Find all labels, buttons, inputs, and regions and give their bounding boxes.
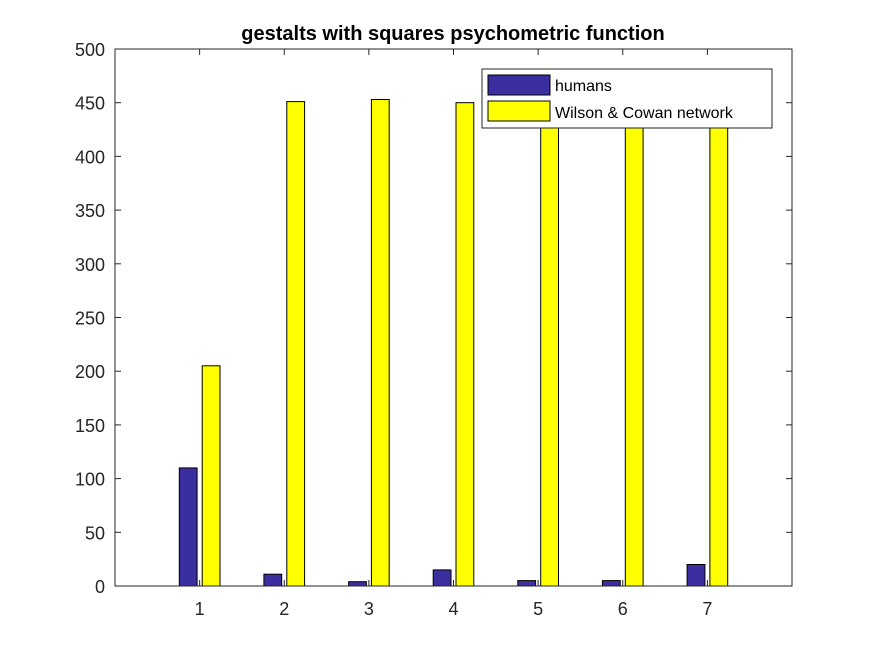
bar-wilson-cowan-1 xyxy=(201,365,221,587)
bar-humans-6 xyxy=(601,580,621,587)
legend-label-wilson-cowan: Wilson & Cowan network xyxy=(555,105,734,122)
bar-wilson-cowan-3 xyxy=(370,99,390,587)
bar-humans-4 xyxy=(432,569,452,587)
x-tick-label: 1 xyxy=(195,599,205,619)
bars-layer xyxy=(178,99,729,587)
x-tick-label: 3 xyxy=(364,599,374,619)
bar-wilson-cowan-2 xyxy=(286,101,306,587)
bar-wilson-cowan-5 xyxy=(540,102,560,587)
y-tick-label: 350 xyxy=(75,201,105,221)
y-tick-label: 150 xyxy=(75,416,105,436)
y-tick-label: 500 xyxy=(75,40,105,60)
x-tick-label: 2 xyxy=(279,599,289,619)
bar-humans-1 xyxy=(178,467,198,587)
x-tick-label: 5 xyxy=(533,599,543,619)
bar-humans-2 xyxy=(263,573,283,587)
bar-humans-7 xyxy=(686,564,706,587)
y-tick-label: 300 xyxy=(75,255,105,275)
x-tick-label: 6 xyxy=(618,599,628,619)
bar-wilson-cowan-7 xyxy=(709,102,729,587)
chart-title: gestalts with squares psychometric funct… xyxy=(241,23,664,45)
bar-humans-5 xyxy=(517,580,537,587)
x-tick-label: 4 xyxy=(448,599,458,619)
legend: humans Wilson & Cowan network xyxy=(481,68,773,129)
legend-swatch-humans xyxy=(487,74,551,96)
y-tick-label: 450 xyxy=(75,94,105,114)
legend-swatch-wilson-cowan xyxy=(487,100,551,122)
y-tick-label: 50 xyxy=(85,523,105,543)
bar-wilson-cowan-4 xyxy=(455,102,475,587)
ticks-layer: 1 2 3 4 5 6 7 0 50 100 150 200 250 300 350 400 450 500 xyxy=(75,40,792,619)
bar-humans-3 xyxy=(348,581,367,587)
y-tick-label: 250 xyxy=(75,309,105,329)
y-tick-label: 400 xyxy=(75,147,105,167)
y-tick-label: 100 xyxy=(75,470,105,490)
legend-label-humans: humans xyxy=(555,78,612,95)
y-tick-label: 200 xyxy=(75,362,105,382)
x-tick-label: 7 xyxy=(702,599,712,619)
bar-wilson-cowan-6 xyxy=(624,102,644,587)
y-tick-label: 0 xyxy=(95,577,105,597)
